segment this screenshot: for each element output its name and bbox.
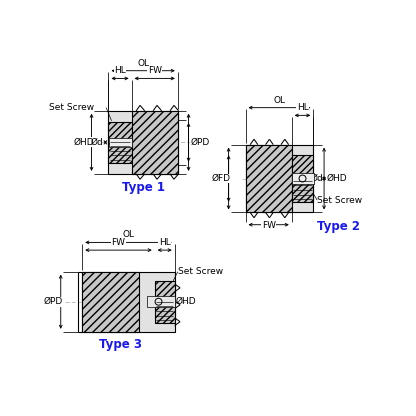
Text: HL: HL xyxy=(297,103,308,112)
Bar xyxy=(155,281,175,322)
Text: Type 1: Type 1 xyxy=(121,181,165,194)
Text: ØHD: ØHD xyxy=(176,297,196,306)
Text: Type 2: Type 2 xyxy=(317,220,360,233)
Text: ØPD: ØPD xyxy=(44,297,63,306)
Text: ØPD: ØPD xyxy=(191,138,210,147)
Text: Set Screw: Set Screw xyxy=(50,103,94,112)
Bar xyxy=(292,156,313,202)
Text: Type 3: Type 3 xyxy=(99,337,142,351)
Bar xyxy=(109,121,131,163)
Text: FW: FW xyxy=(111,238,126,247)
Text: OL: OL xyxy=(122,230,134,239)
Bar xyxy=(147,296,175,307)
Bar xyxy=(245,145,313,213)
Text: Set Screw: Set Screw xyxy=(178,267,223,276)
Text: Ød: Ød xyxy=(311,174,323,183)
Text: HL: HL xyxy=(159,238,171,247)
Bar xyxy=(131,111,178,174)
Text: Set Screw: Set Screw xyxy=(317,196,362,205)
Text: OL: OL xyxy=(273,96,285,104)
Text: OL: OL xyxy=(137,59,149,68)
Text: ØPD: ØPD xyxy=(212,174,231,183)
Bar xyxy=(245,145,292,213)
Bar xyxy=(109,138,131,147)
Text: Ød: Ød xyxy=(165,297,178,306)
Text: ØFD: ØFD xyxy=(191,138,210,147)
Bar xyxy=(109,111,178,174)
Bar xyxy=(292,173,314,184)
Text: Ød: Ød xyxy=(90,138,103,147)
Bar xyxy=(82,272,139,332)
Text: ØHD: ØHD xyxy=(73,138,94,147)
Text: ØFD: ØFD xyxy=(212,174,231,183)
Text: HL: HL xyxy=(114,66,126,75)
Text: ØHD: ØHD xyxy=(327,174,347,183)
Bar xyxy=(82,272,175,332)
Text: FW: FW xyxy=(148,66,162,75)
Text: FW: FW xyxy=(262,221,276,230)
